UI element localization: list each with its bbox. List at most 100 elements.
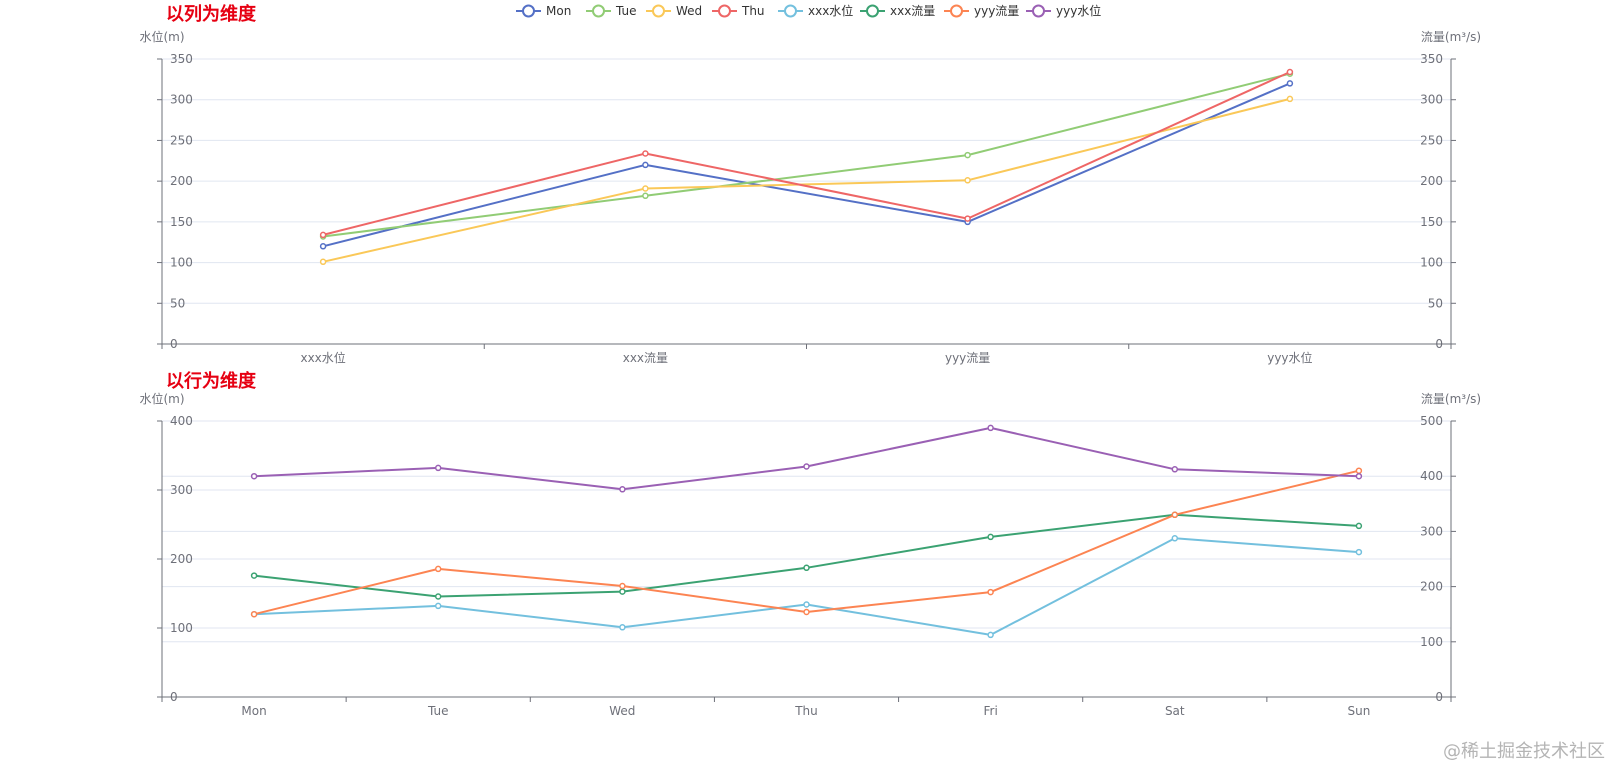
x-tick-label: Tue <box>427 704 449 718</box>
legend-label: yyy水位 <box>1056 3 1101 18</box>
series-line <box>322 71 1291 236</box>
series-line <box>253 469 1360 616</box>
y-right-tick-label: 300 <box>1420 93 1443 107</box>
legend-marker <box>718 4 731 18</box>
y-right-tick-label: 150 <box>1420 215 1443 229</box>
y-axis-left-label: 水位(m) <box>139 391 184 406</box>
y-left-tick-label: 100 <box>170 621 193 635</box>
series-Thu <box>319 68 1294 239</box>
data-point <box>1286 68 1294 76</box>
data-point <box>803 463 810 470</box>
y-axis-right-label: 流量(m³/s) <box>1421 392 1481 406</box>
data-point <box>964 215 971 222</box>
data-point <box>1171 511 1179 519</box>
series-line <box>322 72 1291 238</box>
y-right-tick-label: 350 <box>1420 52 1443 66</box>
y-axis-right-label: 流量(m³/s) <box>1421 30 1481 44</box>
chart-title: 以行为维度 <box>166 370 257 392</box>
series-Mon <box>319 80 1294 250</box>
data-point <box>250 572 258 579</box>
y-right-tick-label: 50 <box>1428 296 1443 310</box>
x-tick-label: Mon <box>241 704 266 718</box>
y-right-tick-label: 200 <box>1420 580 1443 594</box>
legend-item: Wed <box>646 4 702 18</box>
x-tick-label: xxx流量 <box>623 351 668 365</box>
series-line <box>322 82 1291 248</box>
y-left-tick-label: 200 <box>170 552 193 566</box>
legend-marker <box>522 4 535 18</box>
data-point <box>1286 95 1294 103</box>
data-point <box>250 472 258 480</box>
legend-marker <box>866 4 879 18</box>
series-yyy水位 <box>250 424 1363 493</box>
y-axis-left-label: 水位(m) <box>139 29 184 44</box>
y-left-tick-label: 300 <box>170 93 193 107</box>
data-point <box>964 177 971 184</box>
y-right-tick-label: 100 <box>1420 256 1443 270</box>
legend-marker <box>1032 4 1045 18</box>
data-point <box>987 631 994 639</box>
series-xxx流量 <box>250 511 1363 600</box>
x-tick-label: yyy流量 <box>945 351 990 365</box>
legend-label: Mon <box>546 4 571 18</box>
legend-item: xxx流量 <box>860 4 935 18</box>
data-point <box>964 151 971 159</box>
data-point <box>803 601 810 608</box>
series-line <box>254 426 1359 491</box>
series-Tue <box>319 70 1294 240</box>
legend-marker <box>592 4 605 18</box>
series-yyy流量 <box>250 467 1363 618</box>
y-right-tick-label: 400 <box>1420 469 1443 483</box>
legend-item: Thu <box>712 4 765 18</box>
data-point <box>1355 472 1363 480</box>
x-tick-label: Wed <box>609 704 635 718</box>
y-left-tick-label: 100 <box>170 256 193 270</box>
data-point <box>250 610 258 618</box>
series-Wed <box>319 95 1294 266</box>
data-point <box>619 624 626 631</box>
x-tick-label: yyy水位 <box>1267 350 1312 365</box>
legend-item: Mon <box>516 4 571 18</box>
data-point <box>434 593 442 600</box>
legend-item: yyy流量 <box>944 4 1019 18</box>
data-point <box>803 608 810 616</box>
legend-item: xxx水位 <box>778 3 853 18</box>
data-point <box>319 258 327 266</box>
y-left-tick-label: 50 <box>170 296 185 310</box>
y-right-tick-label: 300 <box>1420 524 1443 538</box>
data-point <box>319 231 327 239</box>
data-point <box>434 464 442 472</box>
legend-item: yyy水位 <box>1026 3 1101 18</box>
data-point <box>434 602 442 610</box>
data-point <box>987 533 994 541</box>
data-point <box>1286 80 1294 87</box>
data-point <box>1355 467 1363 474</box>
y-left-tick-label: 400 <box>170 414 193 428</box>
x-tick-label: xxx水位 <box>300 350 345 365</box>
data-point <box>987 588 994 596</box>
legend-label: yyy流量 <box>974 4 1019 18</box>
data-point <box>642 150 649 157</box>
data-point <box>319 243 327 250</box>
legend-label: Wed <box>676 4 702 18</box>
data-point <box>1171 535 1179 542</box>
legend-label: Thu <box>741 4 765 18</box>
chart-title: 以列为维度 <box>166 3 257 25</box>
y-left-tick-label: 200 <box>170 174 193 188</box>
y-left-tick-label: 250 <box>170 133 193 147</box>
data-point <box>619 582 626 590</box>
legend-label: Tue <box>615 4 637 18</box>
data-point <box>987 424 994 432</box>
y-left-tick-label: 300 <box>170 483 193 497</box>
y-left-tick-label: 150 <box>170 215 193 229</box>
legend-marker <box>950 4 963 18</box>
data-point <box>1355 548 1363 556</box>
legend: Mon Tue Wed Thu xxx水位 xxx流量 yyy流量 yyy水位 <box>516 3 1101 18</box>
y-right-tick-label: 250 <box>1420 133 1443 147</box>
legend-marker <box>652 4 665 18</box>
x-tick-label: Thu <box>794 704 818 718</box>
legend-item: Tue <box>586 4 637 18</box>
